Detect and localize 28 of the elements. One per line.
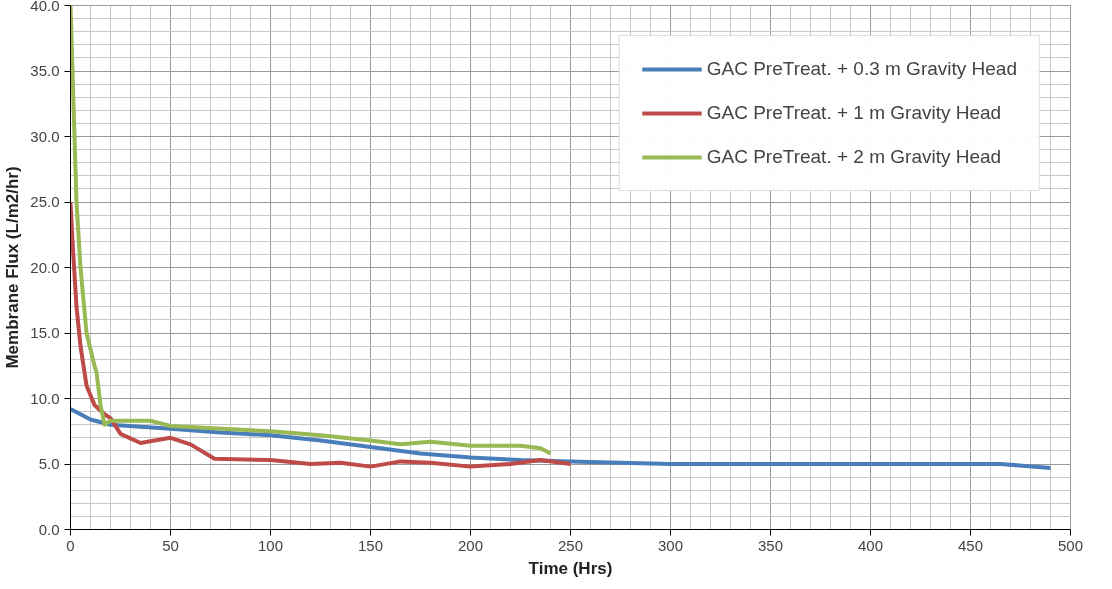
x-tick-label: 500: [1057, 536, 1084, 554]
x-tick-label: 200: [457, 536, 484, 554]
y-tick-label: 35.0: [30, 62, 60, 79]
x-tick-label: 450: [957, 536, 984, 554]
y-tick-label: 20.0: [30, 258, 60, 276]
x-tick-label: 0: [66, 536, 75, 554]
y-tick-label: 15.0: [30, 324, 60, 341]
x-tick-label: 350: [757, 536, 784, 554]
y-axis-title: Membrane Flux (L/m2/hr): [3, 166, 23, 369]
legend-label: GAC PreTreat. + 0.3 m Gravity Head: [706, 58, 1017, 80]
y-tick-label: 5.0: [38, 455, 60, 472]
x-axis-title: Time (Hrs): [528, 558, 613, 578]
line-series: [70, 200, 573, 469]
legend-label: GAC PreTreat. + 1 m Gravity Head: [706, 102, 1002, 124]
x-tick-label: 300: [657, 536, 684, 554]
line-series: [70, 5, 553, 456]
y-tick-label: 10.0: [30, 389, 60, 407]
x-tick-label: 50: [162, 536, 179, 554]
y-tick-label: 25.0: [30, 193, 60, 210]
line-series: [70, 406, 1053, 470]
x-tick-label: 400: [857, 536, 884, 554]
x-tick-label: 100: [257, 536, 284, 554]
y-tick-label: 0.0: [38, 520, 60, 538]
y-tick-label: 40.0: [30, 0, 60, 14]
legend-label: GAC PreTreat. + 2 m Gravity Head: [706, 146, 1002, 168]
y-tick-label: 30.0: [30, 127, 60, 145]
x-tick-label: 250: [557, 536, 584, 554]
x-tick-label: 150: [357, 536, 384, 554]
